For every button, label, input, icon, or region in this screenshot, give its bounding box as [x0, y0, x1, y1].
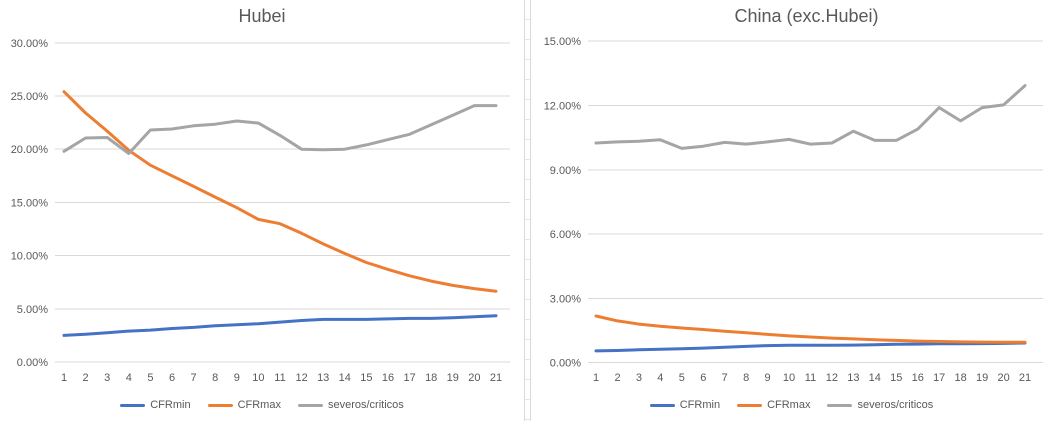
series-line-severos-criticos	[594, 84, 1027, 150]
legend-swatch-severos-criticos	[827, 403, 853, 407]
x-axis-label: 5	[679, 372, 685, 384]
x-axis-label: 6	[700, 372, 706, 384]
y-axis-label: 0.00%	[17, 357, 48, 369]
x-axis-label: 2	[83, 372, 89, 384]
legend-swatch-severos-criticos	[297, 403, 323, 407]
y-axis-label: 30.00%	[11, 38, 49, 50]
legend-label: CFRmin	[679, 399, 721, 411]
x-axis-label: 7	[722, 372, 728, 384]
x-axis-label: 1	[593, 372, 599, 384]
x-axis-label: 8	[743, 372, 749, 384]
x-axis-label: 12	[295, 372, 307, 384]
y-axis-label: 9.00%	[550, 165, 581, 177]
legend-item-severos-criticos: severos/criticos	[297, 399, 404, 411]
x-axis-label: 9	[234, 372, 240, 384]
plot-area: 0.00%3.00%6.00%9.00%12.00%15.00%1 2 3 4 5 6 7 8…	[544, 36, 1043, 384]
x-axis-label: 14	[339, 372, 351, 384]
legend-item-cfrmax: CFRmax	[737, 399, 810, 411]
chart-title: Hubei	[238, 6, 286, 26]
legend-swatch-cfrmax	[207, 403, 233, 407]
legend-swatch-cfrmax	[737, 403, 763, 407]
y-axis-label: 12.00%	[544, 101, 582, 113]
x-axis-label: 2	[614, 372, 620, 384]
x-axis-label: 20	[997, 372, 1009, 384]
legend-label: CFRmin	[150, 399, 191, 411]
legend: CFRmin CFRmax severos/criticos	[531, 396, 1052, 414]
x-axis-label: 6	[169, 372, 175, 384]
y-axis-label: 15.00%	[544, 36, 582, 48]
series-line-cfrmin	[62, 314, 498, 337]
y-axis-label: 0.00%	[550, 358, 581, 370]
plot-area: 0.00% 5.00% 10.00% 15.00% 20.00% 25.00% 30.00%…	[11, 38, 510, 384]
x-axis-label: 17	[933, 372, 945, 384]
x-axis-label: 1	[61, 372, 67, 384]
legend-label: severos/criticos	[857, 399, 934, 411]
x-axis-label: 5	[147, 372, 153, 384]
x-axis-label: 13	[847, 372, 859, 384]
x-axis-label: 21	[490, 372, 502, 384]
x-axis-label: 18	[954, 372, 966, 384]
legend-item-cfrmax: CFRmax	[207, 399, 281, 411]
legend-item-cfrmin: CFRmin	[120, 399, 191, 411]
x-axis-label: 16	[912, 372, 924, 384]
x-axis-label: 15	[360, 372, 372, 384]
chart-object-hubei[interactable]: Hubei 0.00% 5.00% 10.00% 15.00% 20.00% 25.00%…	[0, 0, 525, 421]
x-axis-label: 16	[382, 372, 394, 384]
x-axis-label: 3	[636, 372, 642, 384]
x-axis-label: 19	[447, 372, 459, 384]
x-axis-label: 9	[765, 372, 771, 384]
worksheet-gap	[525, 0, 530, 421]
y-axis-label: 6.00%	[550, 229, 581, 241]
legend: CFRmin CFRmax severos/criticos	[0, 396, 524, 414]
x-axis-label: 15	[890, 372, 902, 384]
x-axis-label: 14	[869, 372, 881, 384]
legend-label: severos/criticos	[327, 399, 404, 411]
y-axis-label: 20.00%	[11, 144, 49, 156]
y-axis-label: 3.00%	[550, 293, 581, 305]
x-axis-label: 10	[252, 372, 264, 384]
chart-object-china-exc-hubei[interactable]: China (exc.Hubei) 0.00% 3.00% 6.00% 9.00% 12…	[530, 0, 1052, 421]
x-axis-label: 4	[657, 372, 663, 384]
x-axis-label: 7	[191, 372, 197, 384]
series-line-cfrmax	[594, 314, 1027, 344]
x-axis-label: 3	[104, 372, 110, 384]
legend-swatch-cfrmin	[120, 403, 146, 407]
x-axis-label: 4	[126, 372, 132, 384]
x-axis-label: 21	[1019, 372, 1031, 384]
x-axis-label: 11	[805, 372, 816, 384]
x-axis-label: 10	[783, 372, 795, 384]
legend-label: CFRmax	[767, 399, 811, 411]
y-axis-label: 5.00%	[17, 304, 48, 316]
x-axis-label: 11	[274, 372, 285, 384]
x-axis-label: 12	[826, 372, 838, 384]
series-line-cfrmax	[62, 90, 498, 293]
x-axis-label: 20	[468, 372, 480, 384]
legend-item-severos-criticos: severos/criticos	[827, 399, 933, 411]
legend-item-cfrmin: CFRmin	[649, 399, 721, 411]
x-axis-label: 17	[403, 372, 415, 384]
legend-label: CFRmax	[237, 399, 281, 411]
y-axis-label: 10.00%	[11, 251, 49, 263]
x-axis-label: 18	[425, 372, 437, 384]
x-axis-label: 13	[317, 372, 329, 384]
x-axis-label: 19	[976, 372, 988, 384]
x-axis-label: 8	[212, 372, 218, 384]
series-line-cfrmin	[594, 341, 1027, 353]
legend-swatch-cfrmin	[649, 403, 675, 407]
series-line-severos-criticos	[62, 104, 498, 155]
y-axis-label: 15.00%	[11, 197, 49, 209]
y-axis-label: 25.00%	[11, 91, 49, 103]
chart-title: China (exc.Hubei)	[734, 6, 879, 26]
